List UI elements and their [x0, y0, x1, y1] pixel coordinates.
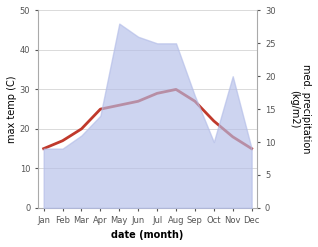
Y-axis label: med. precipitation
(kg/m2): med. precipitation (kg/m2)	[289, 64, 311, 154]
X-axis label: date (month): date (month)	[111, 230, 184, 240]
Y-axis label: max temp (C): max temp (C)	[7, 75, 17, 143]
